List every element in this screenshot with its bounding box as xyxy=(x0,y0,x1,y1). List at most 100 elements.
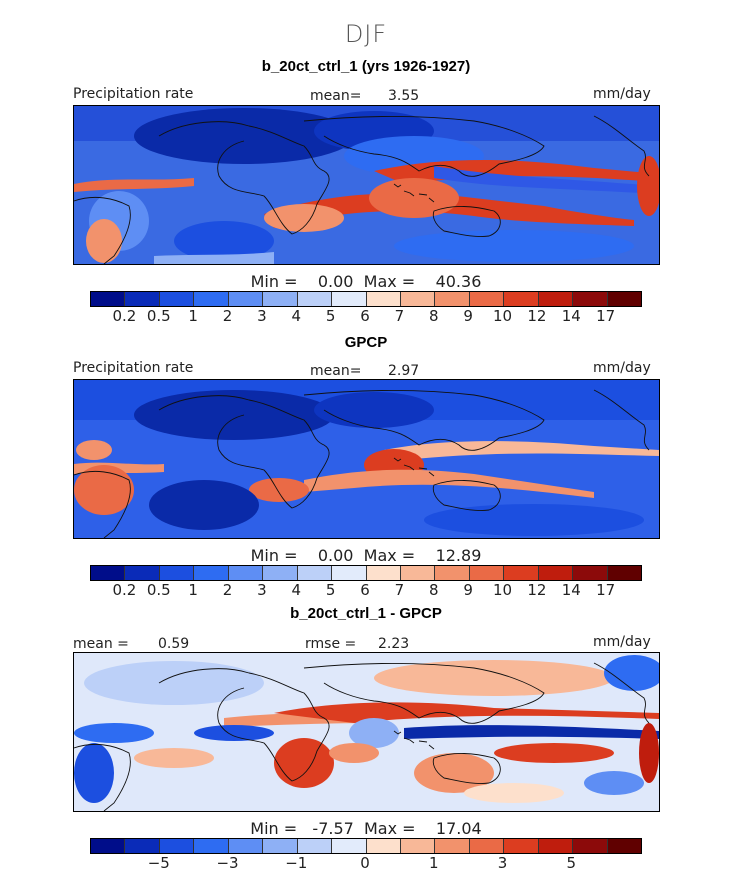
colorbar-segment xyxy=(91,839,126,853)
colorbar-segment xyxy=(159,566,195,580)
panel-2-colorbar-ticks: 0.2 0.5 1 2 3 4 5 6 7 8 9 10 12 14 17 xyxy=(90,581,640,599)
panel-1-map xyxy=(73,105,660,265)
panel-3-map xyxy=(73,652,660,812)
colorbar-segment xyxy=(469,839,505,853)
colorbar-tick-label: 17 xyxy=(596,581,616,599)
colorbar-segment xyxy=(263,566,298,580)
colorbar-segment xyxy=(297,292,333,306)
panel-3-units: mm/day xyxy=(593,634,651,650)
panel-1-min-value: 0.00 xyxy=(317,272,354,291)
colorbar-segment xyxy=(263,839,298,853)
panel-2-min-label: Min = xyxy=(250,546,298,565)
colorbar-tick-label: 5 xyxy=(566,854,577,872)
colorbar-segment xyxy=(469,292,505,306)
colorbar-tick-label: 7 xyxy=(394,307,405,325)
colorbar-segment xyxy=(125,839,160,853)
colorbar-segment xyxy=(504,292,539,306)
colorbar-tick-label: 12 xyxy=(527,307,547,325)
colorbar-tick-label: 10 xyxy=(492,307,513,325)
panel-3-max-label: Max = xyxy=(364,819,416,838)
panel-3-minmax: Min = -7.57 Max = 17.04 xyxy=(0,819,732,838)
panel-1-units: mm/day xyxy=(593,86,651,102)
colorbar-segment xyxy=(435,292,470,306)
colorbar-tick-label: 4 xyxy=(291,307,302,325)
panel-1-title: b_20ct_ctrl_1 (yrs 1926-1927) xyxy=(261,58,471,75)
colorbar-tick-label: 1 xyxy=(428,854,439,872)
panel-1-colorbar-ticks: 0.2 0.5 1 2 3 4 5 6 7 8 9 10 12 14 17 xyxy=(90,307,640,325)
colorbar-segment xyxy=(159,292,195,306)
colorbar-tick-label: 14 xyxy=(561,307,581,325)
panel-2-mean-label: mean= xyxy=(310,363,362,379)
panel-3-colorbar-ticks: −5 −3 −1 0 1 3 5 xyxy=(90,854,640,872)
panel-3-colorbar xyxy=(90,838,642,854)
panel-1-colorbar xyxy=(90,291,642,307)
colorbar-segment xyxy=(400,839,436,853)
colorbar-segment xyxy=(125,292,160,306)
panel-3-rmse-value: 2.23 xyxy=(378,636,410,652)
colorbar-segment xyxy=(538,292,574,306)
panel-1-variable-label: Precipitation rate xyxy=(73,86,194,102)
colorbar-tick-label: −5 xyxy=(147,854,170,872)
colorbar-segment xyxy=(435,839,470,853)
colorbar-segment xyxy=(297,566,333,580)
panel-2-mean-value: 2.97 xyxy=(388,363,420,379)
panel-2-units: mm/day xyxy=(593,360,651,376)
colorbar-tick-label: 0.5 xyxy=(146,307,171,325)
colorbar-segment xyxy=(194,566,229,580)
colorbar-segment xyxy=(194,839,229,853)
panel-3-title: b_20ct_ctrl_1 - GPCP xyxy=(290,605,442,622)
colorbar-segment xyxy=(263,292,298,306)
colorbar-segment xyxy=(366,292,401,306)
colorbar-tick-label: 8 xyxy=(428,581,439,599)
colorbar-tick-label: 3 xyxy=(497,854,508,872)
panel-1-max-label: Max = xyxy=(363,272,416,291)
colorbar-segment xyxy=(91,566,126,580)
panel-2-map xyxy=(73,379,660,539)
colorbar-segment xyxy=(125,566,160,580)
colorbar-tick-label: 7 xyxy=(394,581,405,599)
colorbar-segment xyxy=(538,839,574,853)
colorbar-tick-label: 12 xyxy=(527,581,547,599)
colorbar-segment xyxy=(573,839,608,853)
colorbar-tick-label: 0 xyxy=(360,854,370,872)
page-title: DJF xyxy=(344,20,388,48)
panel-1-mean-value: 3.55 xyxy=(388,88,420,104)
colorbar-tick-label: 2 xyxy=(222,307,233,325)
colorbar-tick-label: 0.2 xyxy=(112,581,137,599)
colorbar-tick-label: −3 xyxy=(216,854,239,872)
panel-3-rmse-label: rmse = xyxy=(305,636,357,652)
colorbar-tick-label: 17 xyxy=(596,307,616,325)
panel-2-min-value: 0.00 xyxy=(317,546,354,565)
colorbar-tick-label: 9 xyxy=(463,307,473,325)
colorbar-segment xyxy=(332,839,367,853)
colorbar-tick-label: 3 xyxy=(257,581,267,599)
colorbar-segment xyxy=(607,566,641,580)
panel-1-mean-label: mean= xyxy=(310,88,362,104)
panel-2-minmax: Min = 0.00 Max = 12.89 xyxy=(0,546,732,565)
colorbar-segment xyxy=(366,566,401,580)
colorbar-segment xyxy=(297,839,333,853)
colorbar-tick-label: 10 xyxy=(492,581,513,599)
colorbar-segment xyxy=(332,566,367,580)
colorbar-tick-label: 5 xyxy=(325,581,336,599)
colorbar-segment xyxy=(228,839,264,853)
colorbar-tick-label: 2 xyxy=(222,581,233,599)
colorbar-tick-label: 5 xyxy=(325,307,336,325)
colorbar-tick-label: 1 xyxy=(188,581,198,599)
panel-1-min-label: Min = xyxy=(250,272,298,291)
colorbar-tick-label: 9 xyxy=(463,581,473,599)
colorbar-tick-label: −1 xyxy=(285,854,308,872)
colorbar-segment xyxy=(607,292,641,306)
colorbar-segment xyxy=(159,839,195,853)
colorbar-segment xyxy=(91,292,126,306)
colorbar-tick-label: 6 xyxy=(360,307,370,325)
panel-2-max-value: 12.89 xyxy=(435,546,482,565)
colorbar-tick-label: 14 xyxy=(561,581,581,599)
panel-2-title: GPCP xyxy=(344,334,388,351)
panel-2-variable-label: Precipitation rate xyxy=(73,360,194,376)
panel-3-min-value: -7.57 xyxy=(312,819,354,838)
panel-1-max-value: 40.36 xyxy=(435,272,482,291)
colorbar-segment xyxy=(194,292,229,306)
panel-3-min-label: Min = xyxy=(250,819,298,838)
colorbar-tick-label: 8 xyxy=(428,307,439,325)
